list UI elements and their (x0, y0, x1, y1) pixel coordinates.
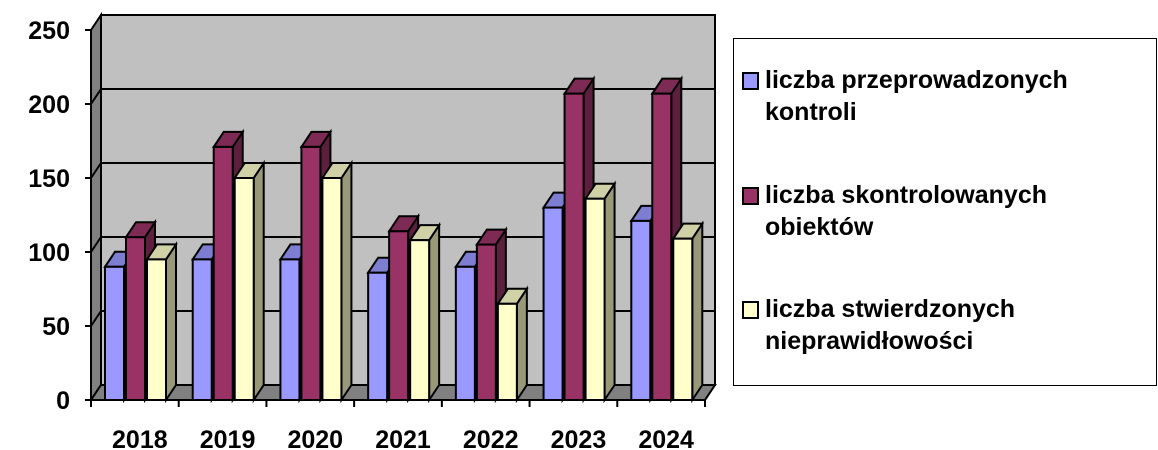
legend: liczba przeprowadzonych kontroli liczba … (733, 38, 1157, 386)
bar-front (146, 258, 167, 401)
bar (495, 285, 529, 404)
gridline-side (90, 88, 102, 105)
y-axis-ticks: 0 50 100 150 200 250 (28, 17, 92, 415)
bar-front (630, 219, 652, 401)
y-tick-label: 250 (28, 17, 70, 45)
bar-front (300, 145, 322, 401)
x-category-label: 2024 (638, 426, 694, 450)
bar (408, 221, 442, 404)
bar-front (563, 92, 585, 401)
legend-swatch-kontroli (742, 72, 759, 90)
bar-side (340, 159, 353, 404)
bar (145, 241, 178, 404)
gridline-side (90, 236, 102, 253)
bar (583, 180, 617, 404)
bar-chart: 0 50 100 150 200 250 2018 2019 2020 2021 2022 2023… (28, 11, 717, 450)
y-tick-label: 50 (42, 313, 70, 341)
bar-front (388, 230, 410, 401)
bar-front (233, 177, 255, 401)
bars (103, 75, 705, 404)
legend-item-obiektow: liczba skontrolowanych obiektów (742, 179, 1155, 243)
legend-label-nieprawidlowosci: liczba stwierdzonych nieprawidłowości (765, 295, 1016, 355)
bar-side (603, 180, 616, 404)
x-category-label: 2023 (551, 426, 607, 450)
bar-front (496, 302, 518, 401)
bar-side (252, 159, 265, 404)
legend-swatch-nieprawidlowosci (742, 301, 759, 319)
y-tick-label: 200 (28, 91, 70, 119)
x-category-label: 2021 (375, 426, 431, 450)
bar-front (367, 271, 389, 401)
bar-front (125, 236, 146, 401)
bar (232, 159, 266, 404)
x-category-label: 2022 (463, 426, 519, 450)
bar (671, 220, 705, 404)
legend-label-kontroli: liczba przeprowadzonych kontroli (765, 66, 1068, 126)
x-axis-categories: 2018 2019 2020 2021 2022 2023 2024 (90, 399, 706, 450)
legend-label-obiektow: liczba skontrolowanych obiektów (765, 181, 1048, 241)
bar-side (691, 220, 704, 404)
bar-front (651, 92, 673, 401)
bar-front (279, 258, 301, 401)
bar-front (584, 197, 606, 401)
x-category-label: 2019 (200, 426, 256, 450)
y-tick-label: 0 (56, 387, 70, 415)
x-category-label: 2020 (287, 426, 343, 450)
bar-front (475, 243, 497, 401)
bar-front (104, 265, 125, 401)
bar-front (409, 239, 431, 401)
bar-front (542, 206, 564, 401)
bar-front (191, 258, 213, 401)
bar (320, 159, 354, 404)
bar-front (454, 265, 476, 401)
bar-side (165, 241, 177, 404)
bar-front (212, 145, 234, 401)
y-tick-label: 150 (28, 165, 70, 193)
y-tick-label: 100 (28, 239, 70, 267)
bar-front (321, 177, 343, 401)
gridline-side (90, 310, 102, 327)
legend-item-kontroli: liczba przeprowadzonych kontroli (742, 64, 1155, 128)
gridline-side (90, 162, 102, 179)
bar-front (672, 237, 694, 401)
x-category-label: 2018 (112, 426, 168, 450)
bar-side (428, 221, 441, 404)
plot-side-wall (90, 11, 102, 404)
legend-swatch-obiektow (742, 187, 759, 205)
legend-item-nieprawidlowosci: liczba stwierdzonych nieprawidłowości (742, 293, 1155, 357)
bar-side (515, 285, 528, 404)
